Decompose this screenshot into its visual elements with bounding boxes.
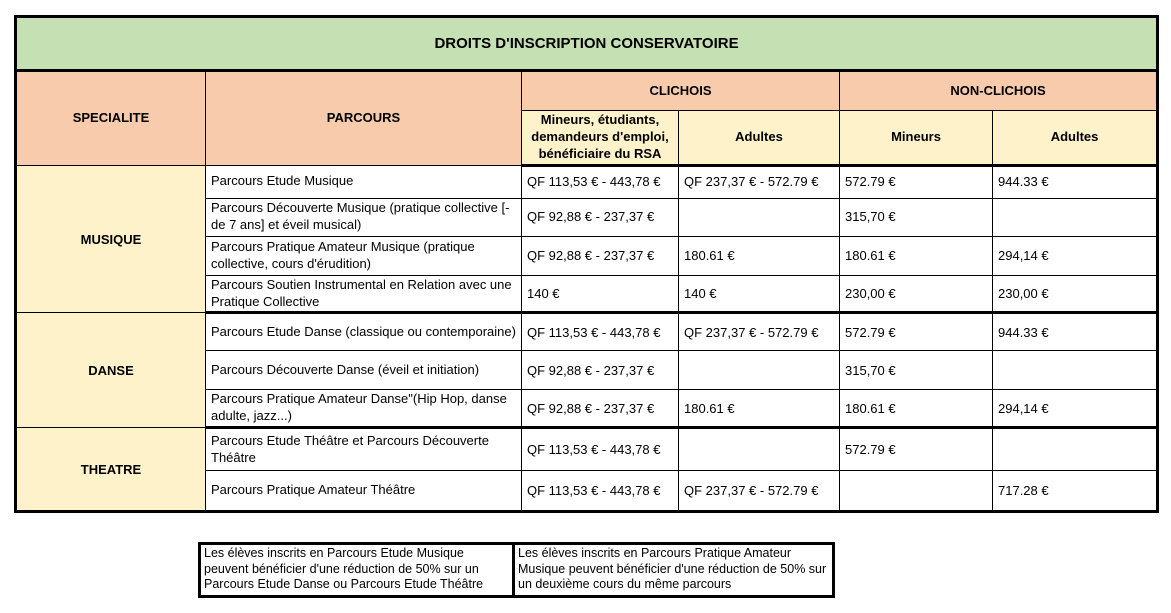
- theatre-r2-clichois-mineurs: QF 113,53 € - 443,78 €: [521, 470, 679, 513]
- musique-r3-parcours: Parcours Pratique Amateur Musique (prati…: [205, 235, 522, 276]
- theatre-r1-parcours: Parcours Etude Théâtre et Parcours Décou…: [205, 427, 522, 472]
- theatre-r2-parcours: Parcours Pratique Amateur Théâtre: [205, 470, 522, 513]
- musique-r1-nonclichois-mineurs: 572.79 €: [839, 164, 993, 199]
- musique-r1-clichois-mineurs: QF 113,53 € - 443,78 €: [521, 164, 679, 199]
- header-non-clichois: NON-CLICHOIS: [838, 70, 1159, 111]
- specialty-theatre: THEATRE: [15, 427, 206, 513]
- theatre-r1-clichois-adultes-filled: [678, 427, 840, 472]
- page-title: DROITS D'INSCRIPTION CONSERVATOIRE: [14, 16, 1159, 72]
- musique-r2-nonclichois-mineurs: 315,70 €: [839, 197, 993, 237]
- theatre-r1-nonclichois-adultes-filled: [991, 427, 1159, 472]
- musique-r2-clichois-mineurs: QF 92,88 € - 237,37 €: [521, 197, 679, 237]
- header-clichois: CLICHOIS: [521, 70, 840, 111]
- subheader-nonclichois-mineurs: Mineurs: [839, 110, 993, 167]
- theatre-r1-clichois-mineurs: QF 113,53 € - 443,78 €: [521, 427, 679, 472]
- theatre-r2-clichois-adultes: QF 237,37 € - 572.79 €: [678, 470, 840, 513]
- danse-r2-nonclichois-adultes-filled: [991, 350, 1159, 391]
- note-pratique-amateur-reduction: Les élèves inscrits en Parcours Pratique…: [512, 542, 835, 598]
- danse-r3-clichois-mineurs: QF 92,88 € - 237,37 €: [521, 389, 679, 430]
- musique-r4-nonclichois-adultes: 230,00 €: [991, 274, 1159, 315]
- danse-r2-parcours: Parcours Découverte Danse (éveil et init…: [205, 350, 522, 391]
- note-etude-musique-reduction: Les élèves inscrits en Parcours Etude Mu…: [198, 542, 515, 598]
- musique-r3-clichois-adultes: 180.61 €: [678, 235, 840, 276]
- theatre-r2-nonclichois-adultes: 717.28 €: [991, 470, 1159, 513]
- danse-r3-clichois-adultes: 180.61 €: [678, 389, 840, 430]
- danse-r3-parcours: Parcours Pratique Amateur Danse"(Hip Hop…: [205, 389, 522, 430]
- header-specialite: SPECIALITE: [15, 70, 206, 166]
- musique-r1-nonclichois-adultes: 944.33 €: [991, 164, 1159, 199]
- musique-r4-clichois-mineurs: 140 €: [521, 274, 679, 315]
- danse-r1-parcours: Parcours Etude Danse (classique ou conte…: [205, 312, 522, 352]
- theatre-r2-nonclichois-mineurs-filled: [839, 470, 993, 513]
- subheader-nonclichois-adultes: Adultes: [991, 110, 1159, 167]
- fees-table: DROITS D'INSCRIPTION CONSERVATOIRE SPECI…: [14, 15, 1160, 514]
- musique-r4-clichois-adultes: 140 €: [678, 274, 840, 315]
- musique-r3-nonclichois-adultes: 294,14 €: [991, 235, 1159, 276]
- danse-r3-nonclichois-mineurs: 180.61 €: [839, 389, 993, 430]
- musique-r4-parcours: Parcours Soutien Instrumental en Relatio…: [205, 274, 522, 315]
- musique-r2-parcours: Parcours Découverte Musique (pratique co…: [205, 197, 522, 237]
- danse-r1-nonclichois-mineurs: 572.79 €: [839, 312, 993, 352]
- musique-r1-clichois-adultes: QF 237,37 € - 572.79 €: [678, 164, 840, 199]
- danse-r1-clichois-adultes: QF 237,37 € - 572.79 €: [678, 312, 840, 352]
- specialty-danse: DANSE: [15, 312, 206, 429]
- danse-r2-clichois-adultes-filled: [678, 350, 840, 391]
- subheader-clichois-adultes: Adultes: [678, 110, 840, 167]
- musique-r2-nonclichois-adultes-filled: [991, 197, 1159, 237]
- danse-r2-clichois-mineurs: QF 92,88 € - 237,37 €: [521, 350, 679, 391]
- danse-r1-clichois-mineurs: QF 113,53 € - 443,78 €: [521, 312, 679, 352]
- specialty-musique: MUSIQUE: [15, 164, 206, 314]
- musique-r2-clichois-adultes-filled: [678, 197, 840, 237]
- theatre-r1-nonclichois-mineurs: 572.79 €: [839, 427, 993, 472]
- musique-r3-clichois-mineurs: QF 92,88 € - 237,37 €: [521, 235, 679, 276]
- musique-r4-nonclichois-mineurs: 230,00 €: [839, 274, 993, 315]
- notes-container: Les élèves inscrits en Parcours Etude Mu…: [198, 542, 835, 598]
- musique-r3-nonclichois-mineurs: 180.61 €: [839, 235, 993, 276]
- musique-r1-parcours: Parcours Etude Musique: [205, 164, 522, 199]
- danse-r1-nonclichois-adultes: 944.33 €: [991, 312, 1159, 352]
- header-parcours: PARCOURS: [205, 70, 522, 166]
- danse-r3-nonclichois-adultes: 294,14 €: [991, 389, 1159, 430]
- danse-r2-nonclichois-mineurs: 315,70 €: [839, 350, 993, 391]
- subheader-clichois-mineurs: Mineurs, étudiants, demandeurs d'emploi,…: [521, 110, 679, 167]
